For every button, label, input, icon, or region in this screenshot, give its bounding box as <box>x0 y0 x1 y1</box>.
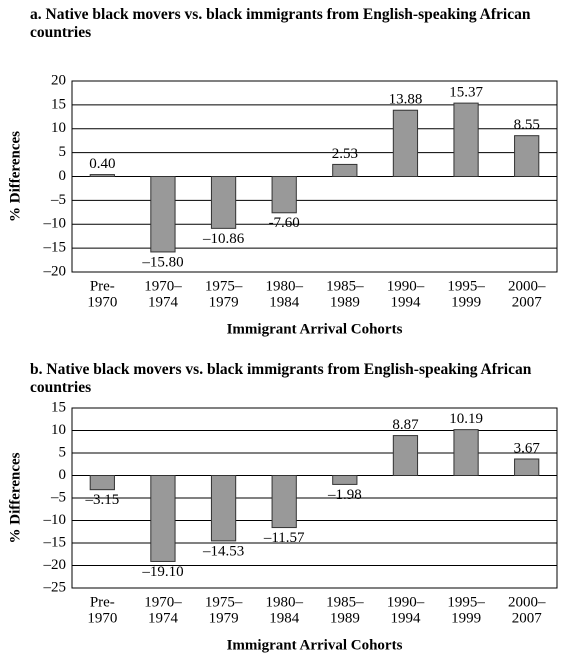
value-label: –10.86 <box>202 231 245 247</box>
y-tick-label: –10 <box>43 512 67 528</box>
y-axis-title: % Differences <box>7 131 23 222</box>
x-tick-label: 1990– <box>387 278 425 294</box>
bar <box>392 109 419 177</box>
x-tick-label: 1999 <box>451 610 481 626</box>
y-tick-label: –20 <box>43 263 67 279</box>
x-tick-label: 1999 <box>451 294 481 310</box>
x-tick-label: 1979 <box>209 610 239 626</box>
bar <box>89 174 115 177</box>
y-tick-label: 15 <box>51 96 66 112</box>
y-tick-label: 0 <box>59 467 67 483</box>
bar <box>210 475 237 542</box>
bar <box>453 102 479 177</box>
value-label: 8.87 <box>392 417 419 433</box>
y-tick-label: –15 <box>43 240 67 256</box>
x-tick-label: 1970 <box>87 610 117 626</box>
x-tick-label: 1974 <box>148 294 179 310</box>
y-tick-label: 5 <box>59 444 67 460</box>
x-tick-label: 1985– <box>326 594 364 610</box>
x-tick-label: Pre- <box>90 594 115 610</box>
value-label: 8.55 <box>514 117 540 133</box>
x-tick-label: 1975– <box>205 594 243 610</box>
value-label: –11.57 <box>263 530 305 546</box>
y-tick-label: 20 <box>51 72 66 88</box>
y-tick-label: –5 <box>50 192 66 208</box>
value-label: –19.10 <box>141 564 183 580</box>
x-tick-label: 1979 <box>209 294 239 310</box>
value-label: 3.67 <box>514 440 541 456</box>
x-axis-title: Immigrant Arrival Cohorts <box>227 321 403 337</box>
bar <box>271 176 297 214</box>
x-axis-title: Immigrant Arrival Cohorts <box>227 637 403 653</box>
plot-frame <box>71 80 558 273</box>
bar <box>332 475 358 485</box>
plot-frame <box>71 407 558 589</box>
value-label: 15.37 <box>449 85 483 101</box>
x-tick-label: 1980– <box>265 278 303 294</box>
y-tick-label: –20 <box>43 557 67 573</box>
x-tick-label: 1994 <box>390 610 421 626</box>
value-label: –3.15 <box>84 492 119 508</box>
x-tick-label: 1970– <box>144 594 182 610</box>
y-axis-title: % Differences <box>7 452 23 543</box>
x-tick-label: 2000– <box>508 594 546 610</box>
x-tick-label: 1989 <box>330 610 360 626</box>
x-tick-label: 1980– <box>265 594 303 610</box>
y-tick-label: –15 <box>43 534 67 550</box>
bar <box>271 475 297 529</box>
y-tick-label: –25 <box>43 579 67 595</box>
value-label: 10.19 <box>449 411 483 427</box>
y-tick-label: 0 <box>59 168 67 184</box>
bar <box>89 475 115 491</box>
bar <box>150 176 176 253</box>
y-tick-label: 10 <box>51 120 66 136</box>
x-tick-label: 2007 <box>512 610 543 626</box>
y-tick-label: –5 <box>50 489 66 505</box>
x-tick-label: 2007 <box>512 294 543 310</box>
x-tick-label: 1990– <box>387 594 425 610</box>
x-tick-label: 1984 <box>269 294 300 310</box>
value-label: -7.60 <box>269 215 300 231</box>
x-tick-label: 2000– <box>508 278 546 294</box>
y-tick-label: 10 <box>51 422 66 438</box>
bar <box>514 135 540 177</box>
bar <box>514 458 540 476</box>
x-tick-label: 1985– <box>326 278 364 294</box>
x-tick-label: 1995– <box>447 594 485 610</box>
chart-title: a. Native black movers vs. black immigra… <box>30 6 531 41</box>
x-tick-label: Pre- <box>90 278 115 294</box>
x-tick-label: 1970 <box>87 294 117 310</box>
y-tick-label: 5 <box>59 144 67 160</box>
y-tick-label: –10 <box>43 216 67 232</box>
value-label: 13.88 <box>389 92 423 108</box>
bar <box>392 435 419 476</box>
bar <box>453 429 479 476</box>
x-tick-label: 1984 <box>269 610 300 626</box>
y-tick-label: 15 <box>51 399 66 415</box>
x-tick-label: 1970– <box>144 278 182 294</box>
chart-title: b. Native black movers vs. black immigra… <box>30 361 532 396</box>
value-label: –1.98 <box>327 487 362 503</box>
x-tick-label: 1995– <box>447 278 485 294</box>
x-tick-label: 1974 <box>148 610 179 626</box>
value-label: –15.80 <box>141 254 183 270</box>
x-tick-label: 1989 <box>330 294 360 310</box>
x-tick-label: 1994 <box>390 294 421 310</box>
value-label: 0.40 <box>89 156 115 172</box>
bar <box>150 475 176 562</box>
x-tick-label: 1975– <box>205 278 243 294</box>
bar <box>332 163 358 178</box>
value-label: –14.53 <box>202 543 244 559</box>
value-label: 2.53 <box>332 146 358 162</box>
bar <box>210 176 237 229</box>
